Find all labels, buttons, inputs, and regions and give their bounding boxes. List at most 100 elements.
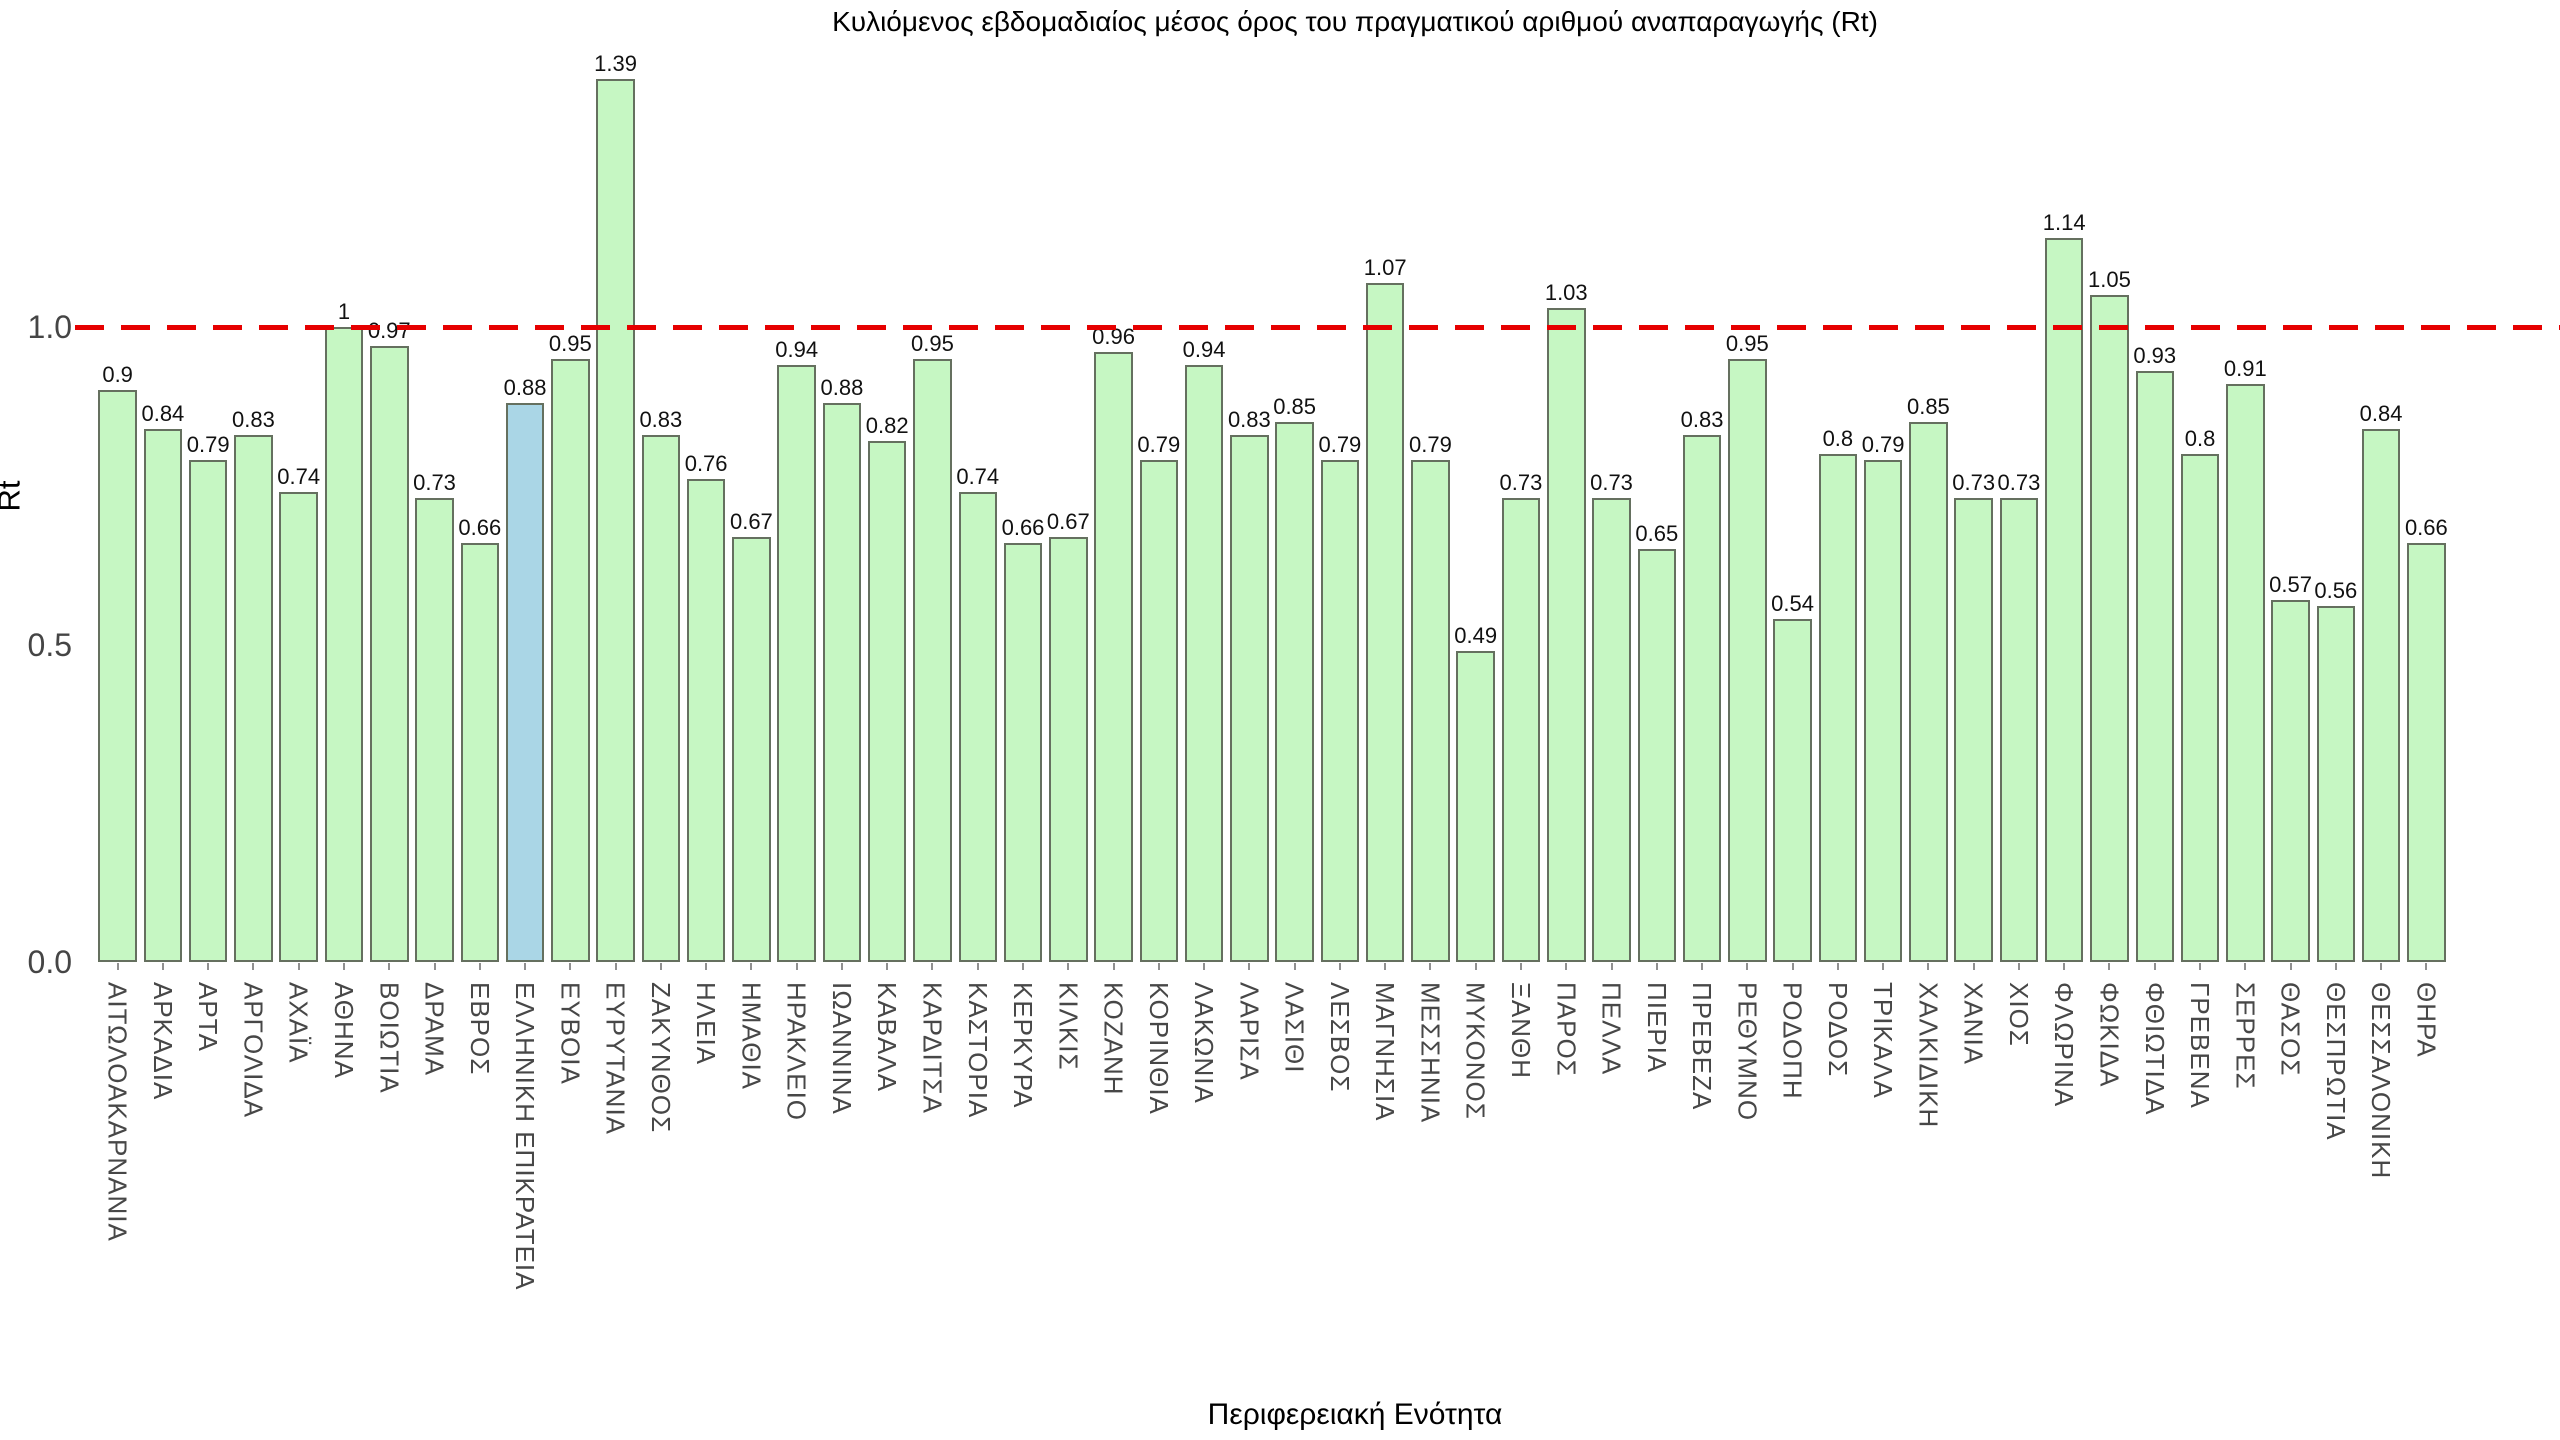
x-tick-mark	[2153, 963, 2156, 970]
x-tick-label-ΚΑΒΑΛΑ: ΚΑΒΑΛΑ	[872, 982, 903, 1093]
bar-value-label: 0.67	[729, 509, 773, 534]
bar-ΚΟΖΑΝΗ: 0.96	[1092, 324, 1135, 962]
bar-value-label: 0.84	[141, 401, 185, 426]
x-tick-label-ΘΕΣΣΑΛΟΝΙΚΗ: ΘΕΣΣΑΛΟΝΙΚΗ	[2366, 982, 2397, 1180]
x-tick-mark	[2199, 963, 2202, 970]
bar-value-label: 0.8	[1822, 426, 1854, 451]
x-tick-mark	[524, 963, 527, 970]
bar-ΞΑΝΘΗ: 0.73	[1500, 470, 1542, 962]
bar-value-label: 0.8	[2184, 426, 2216, 451]
bar-ΠΕΛΛΑ: 0.73	[1590, 470, 1633, 962]
x-tick-mark	[750, 963, 753, 970]
bar-ΦΘΙΩΤΙΔΑ: 0.93	[2133, 343, 2176, 962]
bar-ΖΑΚΥΝΘΟΣ: 0.83	[639, 407, 682, 962]
x-tick-mark	[1701, 963, 1704, 970]
y-tick-label-1.0: 1.0	[27, 309, 72, 345]
bar-ΑΡΤΑ: 0.79	[187, 432, 230, 962]
bar-value-label: 0.83	[1680, 407, 1724, 432]
x-tick-label-ΚΟΖΑΝΗ: ΚΟΖΑΝΗ	[1098, 982, 1129, 1096]
bar-ΚΟΡΙΝΘΙΑ: 0.79	[1137, 432, 1180, 962]
bar-value-label: 0.84	[2359, 401, 2403, 426]
bar-value-label: 0.65	[1635, 521, 1679, 546]
bar-ΚΑΒΑΛΑ: 0.82	[866, 413, 909, 962]
x-tick-label-ΛΑΡΙΣΑ: ΛΑΡΙΣΑ	[1234, 982, 1265, 1081]
x-tick-label-ΗΛΕΙΑ: ΗΛΕΙΑ	[691, 982, 722, 1066]
x-tick-label-ΑΧΑΪΑ: ΑΧΑΪΑ	[283, 982, 314, 1064]
x-tick-label-ΛΑΚΩΝΙΑ: ΛΑΚΩΝΙΑ	[1189, 982, 1220, 1104]
bar-value-label: 0.66	[458, 515, 502, 540]
bar-ΤΡΙΚΑΛΑ: 0.79	[1862, 432, 1905, 962]
x-tick-label-ΛΕΣΒΟΣ: ΛΕΣΒΟΣ	[1324, 982, 1355, 1093]
x-tick-label-ΕΥΒΟΙΑ: ΕΥΒΟΙΑ	[555, 982, 586, 1085]
bar-ΑΧΑΪΑ: 0.74	[277, 464, 320, 962]
x-tick-label-ΠΙΕΡΙΑ: ΠΙΕΡΙΑ	[1641, 982, 1672, 1074]
x-tick-mark	[1248, 963, 1251, 970]
bar-ΧΙΟΣ: 0.73	[1998, 470, 2040, 962]
x-tick-mark	[1474, 963, 1477, 970]
bar-value-label: 0.73	[1997, 470, 2041, 495]
x-tick-mark	[1067, 963, 1070, 970]
x-tick-mark	[705, 963, 708, 970]
x-tick-mark	[795, 963, 798, 970]
bar-value-label: 0.95	[1725, 331, 1769, 356]
bar-value-label: 0.66	[1001, 515, 1045, 540]
bar-value-label: 0.66	[2404, 515, 2448, 540]
x-tick-label-ΚΟΡΙΝΘΙΑ: ΚΟΡΙΝΘΙΑ	[1143, 982, 1174, 1115]
x-tick-mark	[840, 963, 843, 970]
bar-ΠΙΕΡΙΑ: 0.65	[1635, 521, 1678, 962]
x-tick-label-ΡΟΔΟΠΗ: ΡΟΔΟΠΗ	[1777, 982, 1808, 1100]
bar-ΧΑΝΙΑ: 0.73	[1952, 470, 1995, 962]
x-tick-label-ΑΡΚΑΔΙΑ: ΑΡΚΑΔΙΑ	[147, 982, 178, 1101]
x-tick-label-ΜΕΣΣΗΝΙΑ: ΜΕΣΣΗΝΙΑ	[1415, 982, 1446, 1124]
y-tick-label-0.5: 0.5	[27, 627, 72, 663]
bar-ΕΥΒΟΙΑ: 0.95	[549, 331, 592, 962]
bar-ΘΕΣΠΡΩΤΙΑ: 0.56	[2314, 578, 2357, 962]
bar-ΛΑΡΙΣΑ: 0.83	[1228, 407, 1271, 962]
x-tick-mark	[1882, 963, 1885, 970]
bar-ΛΑΣΙΘΙ: 0.85	[1273, 394, 1316, 962]
x-tick-label-ΚΙΛΚΙΣ: ΚΙΛΚΙΣ	[1053, 982, 1084, 1071]
x-tick-mark	[976, 963, 979, 970]
x-tick-mark	[1519, 963, 1522, 970]
bar-ΠΑΡΟΣ: 1.03	[1545, 280, 1588, 962]
bar-ΗΛΕΙΑ: 0.76	[685, 451, 728, 962]
bar-ΕΒΡΟΣ: 0.66	[458, 515, 501, 962]
bar-value-label: 0.93	[2133, 343, 2177, 368]
bar-ΘΕΣΣΑΛΟΝΙΚΗ: 0.84	[2360, 401, 2403, 962]
bar-value-label: 0.79	[1409, 432, 1452, 457]
bar-ΚΕΡΚΥΡΑ: 0.66	[1002, 515, 1044, 962]
x-tick-mark	[614, 963, 617, 970]
x-tick-label-ΡΟΔΟΣ: ΡΟΔΟΣ	[1822, 982, 1853, 1078]
bar-ΚΑΡΔΙΤΣΑ: 0.95	[911, 331, 954, 962]
bar-ΦΛΩΡΙΝΑ: 1.14	[2043, 210, 2086, 962]
x-tick-label-ΦΩΚΙΔΑ: ΦΩΚΙΔΑ	[2094, 982, 2125, 1088]
x-tick-mark	[1157, 963, 1160, 970]
x-tick-label-ΔΡΑΜΑ: ΔΡΑΜΑ	[419, 982, 450, 1077]
bar-ΡΟΔΟΠΗ: 0.54	[1771, 591, 1814, 962]
x-tick-label-ΠΕΛΛΑ: ΠΕΛΛΑ	[1596, 982, 1627, 1076]
x-tick-mark	[2425, 963, 2428, 970]
bar-ΗΡΑΚΛΕΙΟ: 0.94	[775, 337, 818, 962]
bar-value-label: 1.05	[2088, 267, 2131, 292]
bar-ΑΘΗΝΑ: 1	[324, 299, 364, 962]
bar-value-label: 0.91	[2223, 356, 2267, 381]
x-tick-mark	[1746, 963, 1749, 970]
x-tick-label-ΚΕΡΚΥΡΑ: ΚΕΡΚΥΡΑ	[1008, 982, 1039, 1109]
x-tick-mark	[1203, 963, 1206, 970]
bar-value-label: 0.95	[911, 331, 954, 356]
x-tick-mark	[388, 963, 391, 970]
x-tick-mark	[1112, 963, 1115, 970]
bar-ΘΑΣΟΣ: 0.57	[2269, 572, 2312, 962]
bar-value-label: 0.94	[1182, 337, 1226, 362]
x-tick-label-ΒΟΙΩΤΙΑ: ΒΟΙΩΤΙΑ	[374, 982, 405, 1094]
bar-ΗΜΑΘΙΑ: 0.67	[730, 509, 773, 962]
x-tick-mark	[2063, 963, 2066, 970]
x-tick-label-ΙΩΑΝΝΙΝΑ: ΙΩΑΝΝΙΝΑ	[826, 982, 857, 1115]
bar-ΣΕΡΡΕΣ: 0.91	[2224, 356, 2267, 962]
x-tick-mark	[1022, 963, 1025, 970]
bar-ΑΡΚΑΔΙΑ: 0.84	[141, 401, 184, 962]
x-tick-mark	[1655, 963, 1658, 970]
x-axis-title: Περιφερειακή Ενότητα	[1207, 1398, 1503, 1431]
bar-value-label: 0.79	[186, 432, 230, 457]
